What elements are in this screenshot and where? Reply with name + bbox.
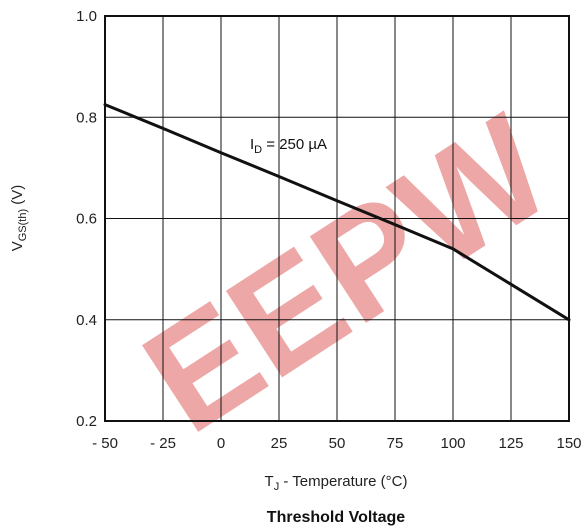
series-line bbox=[103, 103, 571, 322]
x-axis-label-rest: - Temperature (°C) bbox=[279, 473, 407, 490]
x-tick-label: 0 bbox=[217, 435, 225, 452]
x-tick-label: 125 bbox=[498, 435, 523, 452]
x-tick-label: 100 bbox=[440, 435, 465, 452]
x-tick-label: 25 bbox=[271, 435, 288, 452]
x-tick-label: - 25 bbox=[150, 435, 176, 452]
plot-frame bbox=[104, 15, 570, 422]
y-axis-label-sub: GS(th) bbox=[17, 209, 29, 241]
y-axis-label: VGS(th) (V) bbox=[9, 185, 29, 252]
x-axis-label-main: T bbox=[265, 473, 274, 490]
x-tick-label: 75 bbox=[387, 435, 404, 452]
y-tick-label: 1.0 bbox=[76, 8, 97, 25]
y-tick-label: 0.8 bbox=[76, 109, 97, 126]
tick-labels: - 50 - 25 0 25 50 75 100 125 150 0.2 0.4 0.6 0.8 1.0 bbox=[76, 8, 581, 452]
y-axis-label-rest: (V) bbox=[9, 185, 26, 209]
chart-title: Threshold Voltage bbox=[267, 509, 405, 526]
grid bbox=[105, 16, 569, 421]
y-axis-label-main: V bbox=[9, 241, 26, 251]
x-axis-label: TJ - Temperature (°C) bbox=[265, 473, 408, 493]
watermark-logo: EEPW bbox=[116, 82, 578, 464]
x-tick-label: - 50 bbox=[92, 435, 118, 452]
y-tick-label: 0.6 bbox=[76, 211, 97, 228]
annotation-main: I bbox=[250, 136, 254, 153]
annotation-sub: D bbox=[254, 144, 262, 156]
x-axis-label-sub: J bbox=[274, 481, 280, 493]
x-tick-label: 50 bbox=[329, 435, 346, 452]
watermark-text: EEPW bbox=[116, 82, 578, 464]
annotation-rest: = 250 µA bbox=[262, 136, 327, 153]
y-tick-label: 0.2 bbox=[76, 413, 97, 430]
annotation-label: ID = 250 µA bbox=[250, 136, 327, 156]
x-tick-label: 150 bbox=[556, 435, 581, 452]
y-tick-label: 0.4 bbox=[76, 312, 97, 329]
